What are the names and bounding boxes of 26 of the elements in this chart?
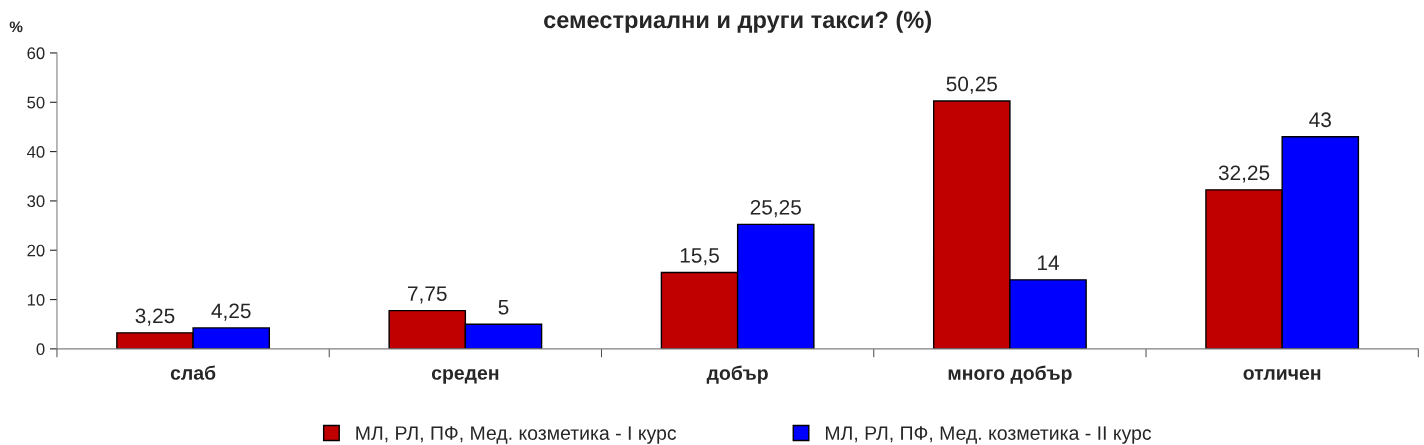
y-tick-label: 50 bbox=[27, 96, 45, 109]
y-tick-label: 0 bbox=[36, 343, 45, 356]
data-label: 50,25 bbox=[946, 76, 997, 94]
data-label: 32,25 bbox=[1218, 165, 1270, 183]
data-label: 5 bbox=[498, 300, 509, 315]
y-tick-label: 20 bbox=[27, 244, 45, 257]
data-label: 4,25 bbox=[211, 303, 251, 321]
data-label: 43 bbox=[1309, 112, 1331, 128]
x-tick-label: среден bbox=[431, 369, 499, 384]
x-tick-label: отличен bbox=[1243, 369, 1321, 380]
data-label: 7,75 bbox=[408, 286, 447, 304]
x-tick-label: много добър bbox=[948, 365, 1072, 384]
data-label: 25,25 bbox=[750, 199, 801, 218]
y-tick-label: 40 bbox=[27, 146, 45, 158]
legend-label: МЛ, РЛ, ПФ, Мед. козметика - II курс bbox=[825, 426, 1152, 444]
y-axis-title: % bbox=[9, 21, 23, 33]
data-label: 3,25 bbox=[135, 308, 175, 326]
y-tick-label: 10 bbox=[27, 293, 45, 306]
data-label: 14 bbox=[1038, 255, 1059, 270]
x-tick-label: слаб bbox=[170, 365, 216, 380]
chart-title: семестриални и други такси? (%) bbox=[544, 10, 931, 33]
legend-label: МЛ, РЛ, ПФ, Мед. козметика - I курс bbox=[356, 426, 677, 444]
y-tick-label: 60 bbox=[27, 47, 45, 60]
x-tick-label: добър bbox=[706, 365, 768, 384]
y-tick-label: 30 bbox=[27, 195, 45, 208]
data-label: 15,5 bbox=[680, 248, 719, 266]
